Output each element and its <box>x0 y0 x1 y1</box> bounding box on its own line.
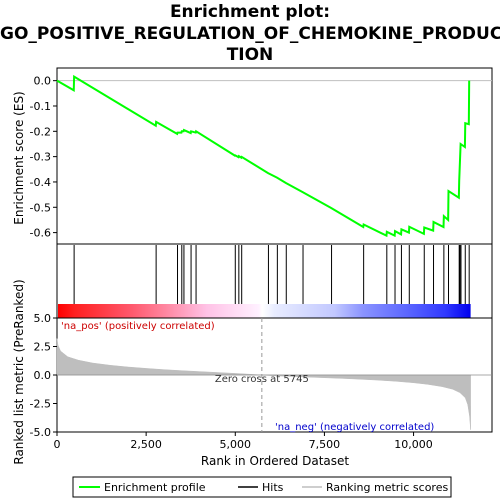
x-tick-label: 2,500 <box>130 438 162 451</box>
es-y-tick-label: -0.3 <box>30 151 51 164</box>
legend-metric-label: Ranking metric scores <box>326 481 448 494</box>
legend-hits-label: Hits <box>262 481 284 494</box>
hits-panel <box>56 243 493 319</box>
ranking-metric-area <box>56 338 471 430</box>
legend-profile-label: Enrichment profile <box>104 481 206 494</box>
metric-y-tick-label: -2.5 <box>30 398 51 411</box>
x-tick-label: 5,000 <box>220 438 252 451</box>
x-tick-label: 0 <box>54 438 61 451</box>
es-y-tick-label: 0.0 <box>34 75 52 88</box>
enrichment-profile-line <box>56 74 471 238</box>
zero-cross-label: Zero cross at 5745 <box>215 374 309 385</box>
metric-panel: Zero cross at 5745 'na_pos' (positively c… <box>30 312 493 439</box>
rank-color-bar <box>58 304 471 318</box>
chart-title-line-1: Enrichment plot: <box>169 2 331 22</box>
x-axis-label: Rank in Ordered Dataset <box>201 454 349 468</box>
metric-y-tick-label: 2.5 <box>34 341 52 354</box>
legend-box <box>72 476 452 498</box>
legend: Enrichment profile Hits Ranking metric sco… <box>72 476 452 498</box>
metric-y-axis-label: Ranked list metric (PreRanked) <box>12 279 26 464</box>
es-y-tick-label: -0.6 <box>30 227 51 240</box>
positive-correlation-label: 'na_pos' (positively correlated) <box>61 321 215 332</box>
x-tick-label: 7,500 <box>309 438 341 451</box>
chart-title-line-3: TION <box>226 45 274 65</box>
metric-y-tick-label: -5.0 <box>30 426 51 439</box>
negative-correlation-label: 'na_neg' (negatively correlated) <box>275 422 434 433</box>
metric-y-tick-label: 5.0 <box>34 312 52 325</box>
es-y-tick-label: -0.4 <box>30 176 51 189</box>
x-axis: 0 2,500 5,000 7,500 10,000 <box>54 432 433 451</box>
es-panel: 0.0 -0.1 -0.2 -0.3 -0.4 -0.5 -0.6 <box>30 67 493 245</box>
es-y-tick-label: -0.5 <box>30 201 51 214</box>
metric-y-tick-label: 0.0 <box>34 369 52 382</box>
es-y-tick-label: -0.2 <box>30 125 51 138</box>
es-plot-frame <box>56 67 493 245</box>
x-tick-label: 10,000 <box>394 438 433 451</box>
es-y-axis-label: Enrichment score (ES) <box>12 91 26 224</box>
chart-title-line-2: GO_POSITIVE_REGULATION_OF_CHEMOKINE_PROD… <box>0 24 500 44</box>
es-y-tick-label: -0.1 <box>30 100 51 113</box>
